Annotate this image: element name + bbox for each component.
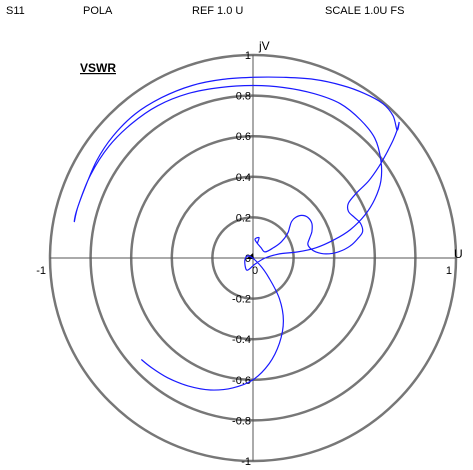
- scale-label: SCALE 1.0U FS: [325, 5, 405, 17]
- ring-label: 0.6: [236, 131, 251, 143]
- ring-label: 0.8: [236, 91, 251, 103]
- chart-title: VSWR: [80, 61, 116, 75]
- ring-label: -1: [241, 456, 251, 468]
- trace-layer: [73, 76, 400, 391]
- ring-label: -0.4: [232, 334, 251, 346]
- x-tick-label: 1: [446, 265, 452, 277]
- ring-label: -0.8: [232, 415, 251, 427]
- trace-line-1: [73, 76, 400, 391]
- x-tick-label: 0: [252, 265, 258, 277]
- ring-label: 0.4: [236, 172, 251, 184]
- x-tick-label: -1: [36, 265, 46, 277]
- x-axis-label: U: [454, 247, 463, 261]
- reference-label: REF 1.0 U: [192, 5, 244, 17]
- ring-label: 1: [245, 50, 251, 62]
- parameter-label: S11: [6, 5, 25, 17]
- ring-label: 0.2: [236, 212, 251, 224]
- ring-label: 0: [245, 253, 251, 265]
- ring-label: -0.2: [232, 294, 251, 306]
- y-axis-label: jV: [258, 39, 270, 53]
- axis-labels: 10.80.60.40.20-0.2-0.4-0.6-0.8-1-1 0 1: [36, 50, 452, 468]
- format-label: POLA: [83, 5, 113, 17]
